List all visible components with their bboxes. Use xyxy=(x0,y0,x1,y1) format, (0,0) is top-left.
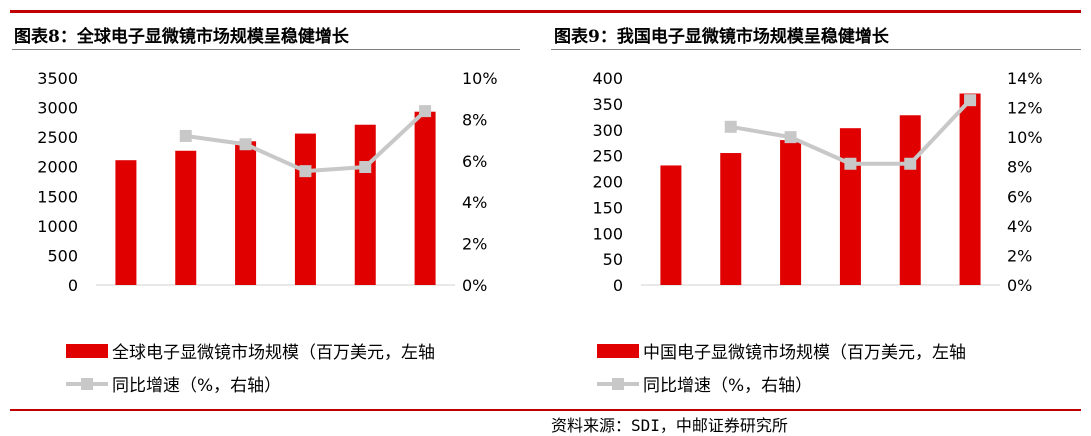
legend-line-swatch xyxy=(597,376,639,392)
growth-point-2018 xyxy=(299,165,312,178)
y-left-tick-label: 300 xyxy=(592,121,623,140)
x-tick-label: 2016 xyxy=(710,299,751,300)
y-left-tick-label: 350 xyxy=(592,95,623,114)
y-right-tick-label: 10% xyxy=(1007,128,1043,147)
top-rule xyxy=(10,10,1081,13)
chart-9-title-rule xyxy=(551,49,1081,50)
y-left-tick-label: 50 xyxy=(603,250,623,269)
x-tick-label: 2015 xyxy=(651,299,692,300)
x-tick-label: 2015 xyxy=(106,299,147,300)
y-left-tick-label: 200 xyxy=(592,173,623,192)
bar-2015 xyxy=(660,165,682,285)
legend-line-swatch xyxy=(66,376,108,392)
chart-9-china-market: 0 50 100 150 200 250 300 350 400 0% 2% 4% 6% 8% 10% 12%… xyxy=(592,69,1043,300)
x-tick-label: 2019 xyxy=(890,299,931,300)
bar-2020 xyxy=(959,93,981,286)
y-left-tick-label: 2500 xyxy=(37,128,78,147)
x-tick-label: 2019 xyxy=(345,299,386,300)
bar-2016 xyxy=(720,153,742,285)
legend-item-bar: 全球电子显微镜市场规模（百万美元，左轴 xyxy=(66,338,435,363)
y-right-tick-label: 14% xyxy=(1007,69,1043,88)
chart-9-title: 图表9：我国电子显微镜市场规模呈稳健增长 xyxy=(554,27,889,47)
y-right-tick-label: 6% xyxy=(1007,187,1032,206)
bar-2015 xyxy=(115,160,137,285)
y-right-tick-label: 8% xyxy=(1007,158,1032,177)
growth-point-2018 xyxy=(844,157,857,170)
bar-2018 xyxy=(294,133,316,285)
legend-item-line: 同比增速（%，右轴） xyxy=(597,371,812,396)
y-left-tick-label: 1500 xyxy=(37,187,78,206)
y-left-tick-label: 500 xyxy=(47,246,78,265)
growth-point-2016 xyxy=(724,120,737,133)
chart-8-global-market: 0 500 1000 1500 2000 2500 3000 3500 0% 2% 4% 6% 8% 10… xyxy=(37,69,498,300)
legend-bar-swatch xyxy=(597,343,639,358)
y-left-tick-label: 400 xyxy=(592,69,623,88)
y-left-tick-label: 250 xyxy=(592,147,623,166)
x-tick-label: 2020 xyxy=(950,299,991,300)
chart-8-title: 图表8：全球电子显微镜市场规模呈稳健增长 xyxy=(14,27,349,47)
y-right-tick-label: 4% xyxy=(462,193,487,212)
growth-point-2017 xyxy=(239,138,252,151)
y-left-tick-label: 100 xyxy=(592,224,623,243)
legend-label-line: 同比增速（%，右轴） xyxy=(112,376,282,396)
y-left-tick-label: 3500 xyxy=(37,69,78,88)
y-left-tick-label: 1000 xyxy=(37,217,78,236)
y-right-tick-label: 6% xyxy=(462,152,487,171)
legend-item-bar: 中国电子显微镜市场规模（百万美元，左轴 xyxy=(597,338,966,363)
legend-label-bar: 中国电子显微镜市场规模（百万美元，左轴 xyxy=(643,343,966,363)
bottom-rule xyxy=(10,409,1081,411)
bar-2016 xyxy=(175,150,197,285)
x-tick-label: 2017 xyxy=(770,299,811,300)
x-tick-label: 2018 xyxy=(285,299,326,300)
bar-2017 xyxy=(235,141,257,285)
y-right-tick-label: 8% xyxy=(462,110,487,129)
x-tick-label: 2016 xyxy=(165,299,206,300)
x-tick-label: 2017 xyxy=(225,299,266,300)
growth-point-2020 xyxy=(964,94,977,107)
growth-point-2019 xyxy=(359,161,372,174)
y-right-tick-label: 12% xyxy=(1007,99,1043,118)
bar-2017 xyxy=(780,140,802,285)
y-right-tick-label: 4% xyxy=(1007,217,1032,236)
bar-2020 xyxy=(414,111,436,285)
bar-2018 xyxy=(839,128,861,285)
source-note: 资料来源：SDI，中邮证券研究所 xyxy=(551,416,788,435)
growth-point-2016 xyxy=(179,129,192,142)
y-right-tick-label: 0% xyxy=(462,276,487,295)
y-left-tick-label: 150 xyxy=(592,198,623,217)
x-tick-label: 2018 xyxy=(830,299,871,300)
growth-point-2017 xyxy=(784,131,797,144)
legend-label-line: 同比增速（%，右轴） xyxy=(643,376,813,396)
y-right-tick-label: 2% xyxy=(1007,246,1032,265)
bar-2019 xyxy=(899,115,921,285)
y-right-tick-label: 2% xyxy=(462,235,487,254)
x-tick-label: 2020 xyxy=(405,299,446,300)
chart-8-title-rule xyxy=(12,49,520,50)
y-left-tick-label: 2000 xyxy=(37,158,78,177)
y-left-tick-label: 3000 xyxy=(37,99,78,118)
legend-label-bar: 全球电子显微镜市场规模（百万美元，左轴 xyxy=(112,343,435,363)
growth-point-2020 xyxy=(419,105,432,118)
y-left-tick-label: 0 xyxy=(68,276,78,295)
legend-bar-swatch xyxy=(66,343,108,358)
legend-item-line: 同比增速（%，右轴） xyxy=(66,371,281,396)
growth-point-2019 xyxy=(904,157,917,170)
y-right-tick-label: 10% xyxy=(462,69,498,88)
y-left-tick-label: 0 xyxy=(613,276,623,295)
y-right-tick-label: 0% xyxy=(1007,276,1032,295)
bar-2019 xyxy=(354,124,376,285)
